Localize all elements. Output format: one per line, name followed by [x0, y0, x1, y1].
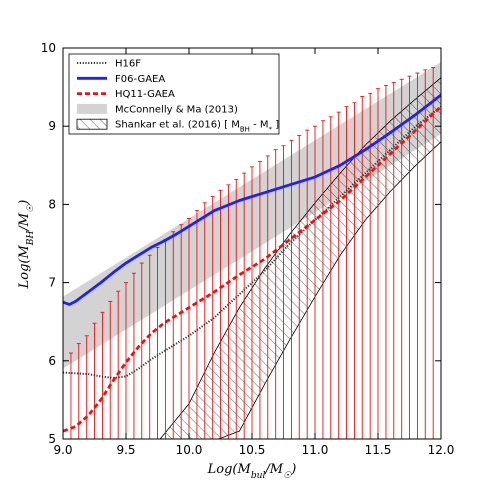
x-tick-label: 11.5 — [365, 443, 392, 457]
x-tick-label: 9.0 — [53, 443, 72, 457]
ticks-layer: 9.0 9.5 10.0 10.5 11.0 11.5 12.0 5 6 7 8 9 10 — [41, 41, 455, 457]
shankar-band-upper-edge — [159, 77, 441, 439]
x-axis-label: Log(Mbul/M☉) — [207, 462, 297, 481]
legend-label: Shankar et al. (2016) [ MBH - M* ] — [115, 120, 279, 134]
series-line-hq11 — [63, 105, 441, 433]
y-tick-label: 9 — [48, 119, 56, 133]
legend-label: McConnelly & Ma (2013) — [115, 104, 238, 115]
shankar-band-fill — [160, 77, 441, 439]
y-tick-label: 8 — [48, 197, 56, 211]
series-layer — [63, 93, 441, 433]
y-tick-label: 10 — [41, 41, 56, 55]
x-tick-label: 10.0 — [176, 443, 203, 457]
legend-handle-shankar — [76, 118, 108, 130]
series-line-f06 — [63, 93, 441, 306]
x-tick-label: 12.0 — [428, 443, 455, 457]
x-tick-label: 11.0 — [302, 443, 329, 457]
y-axis-label: Log(MBH/M☉) — [17, 200, 36, 290]
x-tick-label: 10.5 — [239, 443, 266, 457]
legend-label: H16F — [115, 59, 141, 70]
legend-label: HQ11-GAEA — [115, 89, 175, 100]
x-tick-label: 9.5 — [116, 443, 135, 457]
y-tick-label: 5 — [48, 432, 56, 446]
y-tick-label: 6 — [48, 354, 56, 368]
legend-label: F06-GAEA — [115, 74, 165, 85]
legend: H16F F06-GAEA HQ11-GAEA McConnelly & Ma (20… — [68, 53, 280, 135]
series-line-h16f — [63, 105, 441, 380]
errorbar-layer — [63, 67, 436, 439]
y-tick-label: 7 — [48, 276, 56, 290]
legend-handle-mcconnell — [77, 103, 107, 114]
